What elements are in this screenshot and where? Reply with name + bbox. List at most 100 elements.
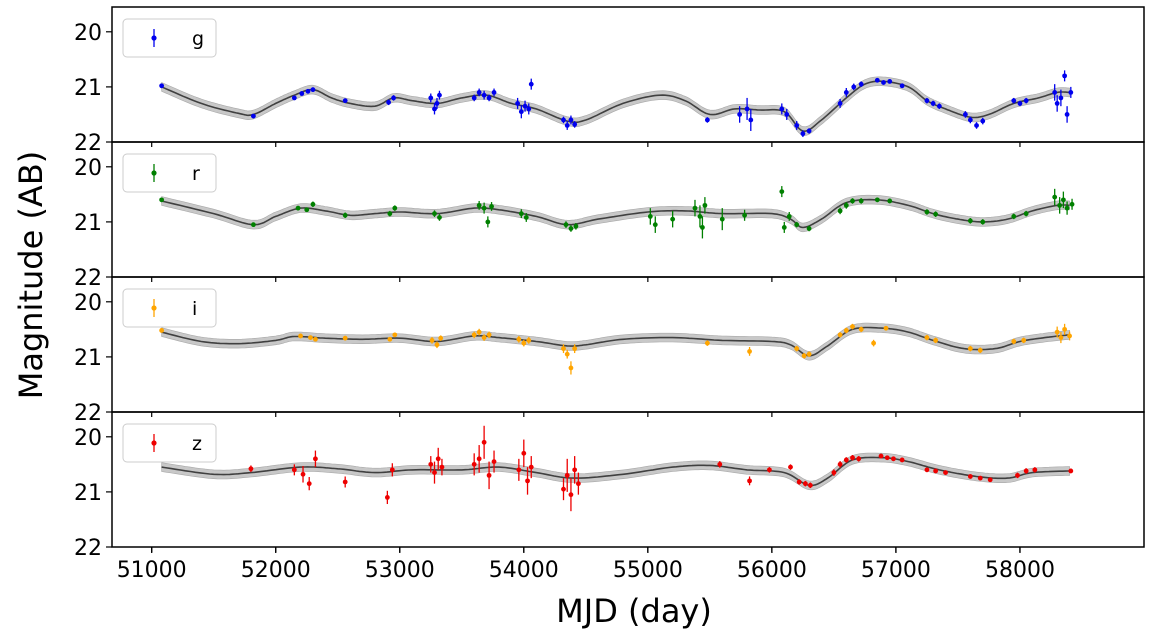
marker bbox=[313, 336, 318, 342]
marker bbox=[874, 77, 880, 83]
model-curve-g bbox=[161, 80, 1070, 133]
marker bbox=[568, 117, 574, 123]
marker bbox=[858, 326, 864, 332]
data-point bbox=[788, 464, 793, 470]
marker bbox=[429, 337, 435, 343]
marker bbox=[1054, 101, 1060, 106]
marker bbox=[967, 218, 973, 224]
data-point bbox=[899, 457, 905, 463]
data-point bbox=[871, 339, 876, 347]
marker bbox=[485, 219, 491, 225]
data-point bbox=[881, 80, 886, 85]
marker bbox=[967, 117, 973, 123]
data-point bbox=[930, 100, 936, 107]
marker bbox=[1068, 90, 1074, 95]
data-point bbox=[737, 106, 743, 123]
marker bbox=[516, 336, 522, 342]
data-point bbox=[342, 98, 348, 104]
data-point bbox=[974, 122, 979, 129]
data-point bbox=[748, 108, 754, 131]
marker bbox=[432, 106, 437, 112]
data-point bbox=[747, 346, 752, 356]
data-point bbox=[786, 211, 792, 221]
data-point bbox=[697, 205, 703, 228]
marker bbox=[858, 81, 864, 87]
marker bbox=[1015, 472, 1020, 478]
data-point bbox=[856, 456, 862, 462]
data-point bbox=[310, 87, 316, 93]
data-point bbox=[1017, 100, 1023, 107]
marker bbox=[572, 467, 578, 473]
data-point bbox=[313, 450, 318, 468]
marker bbox=[980, 118, 986, 124]
y-tick-label: 22 bbox=[74, 266, 102, 291]
marker bbox=[521, 340, 527, 346]
marker bbox=[572, 121, 578, 127]
data-point bbox=[744, 97, 750, 120]
data-point bbox=[568, 361, 574, 375]
marker bbox=[924, 467, 930, 473]
data-point bbox=[831, 469, 837, 476]
marker bbox=[719, 216, 725, 222]
data-point bbox=[806, 351, 812, 357]
data-point bbox=[924, 209, 930, 215]
marker bbox=[305, 88, 311, 94]
data-point bbox=[291, 95, 297, 101]
data-point bbox=[692, 199, 698, 217]
marker bbox=[568, 365, 574, 371]
marker bbox=[843, 202, 849, 208]
panel-z: 20 21 22 z bbox=[74, 411, 1145, 561]
data-point bbox=[767, 467, 772, 473]
data-point bbox=[471, 94, 477, 102]
y-tick-label: 21 bbox=[74, 76, 102, 101]
x-axis-title: MJD (day) bbox=[556, 592, 712, 630]
marker bbox=[515, 101, 521, 106]
marker bbox=[572, 346, 578, 352]
data-point bbox=[967, 345, 973, 352]
data-point bbox=[1021, 337, 1027, 344]
marker bbox=[794, 123, 800, 128]
data-point bbox=[794, 345, 800, 352]
y-tick-label: 20 bbox=[74, 426, 102, 451]
data-point bbox=[1067, 331, 1072, 341]
data-point bbox=[700, 216, 705, 239]
x-tick-label: 54000 bbox=[489, 558, 559, 583]
data-point bbox=[1032, 467, 1038, 473]
marker bbox=[977, 475, 983, 481]
marker bbox=[310, 87, 316, 93]
marker bbox=[933, 337, 939, 343]
marker bbox=[342, 98, 348, 104]
data-point bbox=[670, 210, 676, 228]
marker bbox=[525, 478, 530, 484]
marker bbox=[717, 461, 723, 467]
marker bbox=[251, 113, 256, 119]
marker bbox=[784, 112, 790, 117]
marker bbox=[887, 78, 893, 84]
marker bbox=[518, 211, 524, 217]
data-point bbox=[387, 336, 393, 342]
marker bbox=[471, 461, 477, 467]
data-point bbox=[1023, 97, 1029, 104]
marker bbox=[987, 477, 993, 483]
marker bbox=[871, 340, 876, 346]
marker bbox=[1068, 468, 1074, 474]
data-point bbox=[1054, 95, 1060, 112]
marker bbox=[1011, 98, 1017, 104]
data-point bbox=[486, 331, 492, 339]
marker bbox=[930, 101, 936, 106]
data-point bbox=[485, 216, 491, 228]
marker bbox=[887, 198, 893, 204]
data-point bbox=[837, 461, 843, 468]
x-tick-label: 56000 bbox=[737, 558, 807, 583]
data-point bbox=[850, 323, 855, 330]
data-point bbox=[248, 465, 254, 473]
y-axis-title: Magnitude (AB) bbox=[12, 151, 50, 400]
y-tick-label: 22 bbox=[74, 131, 102, 156]
marker bbox=[313, 456, 318, 462]
legend-i: i bbox=[122, 288, 217, 328]
data-point bbox=[429, 337, 435, 344]
panel-frame-g bbox=[111, 6, 1145, 143]
data-point bbox=[522, 100, 528, 112]
data-point bbox=[977, 475, 983, 481]
